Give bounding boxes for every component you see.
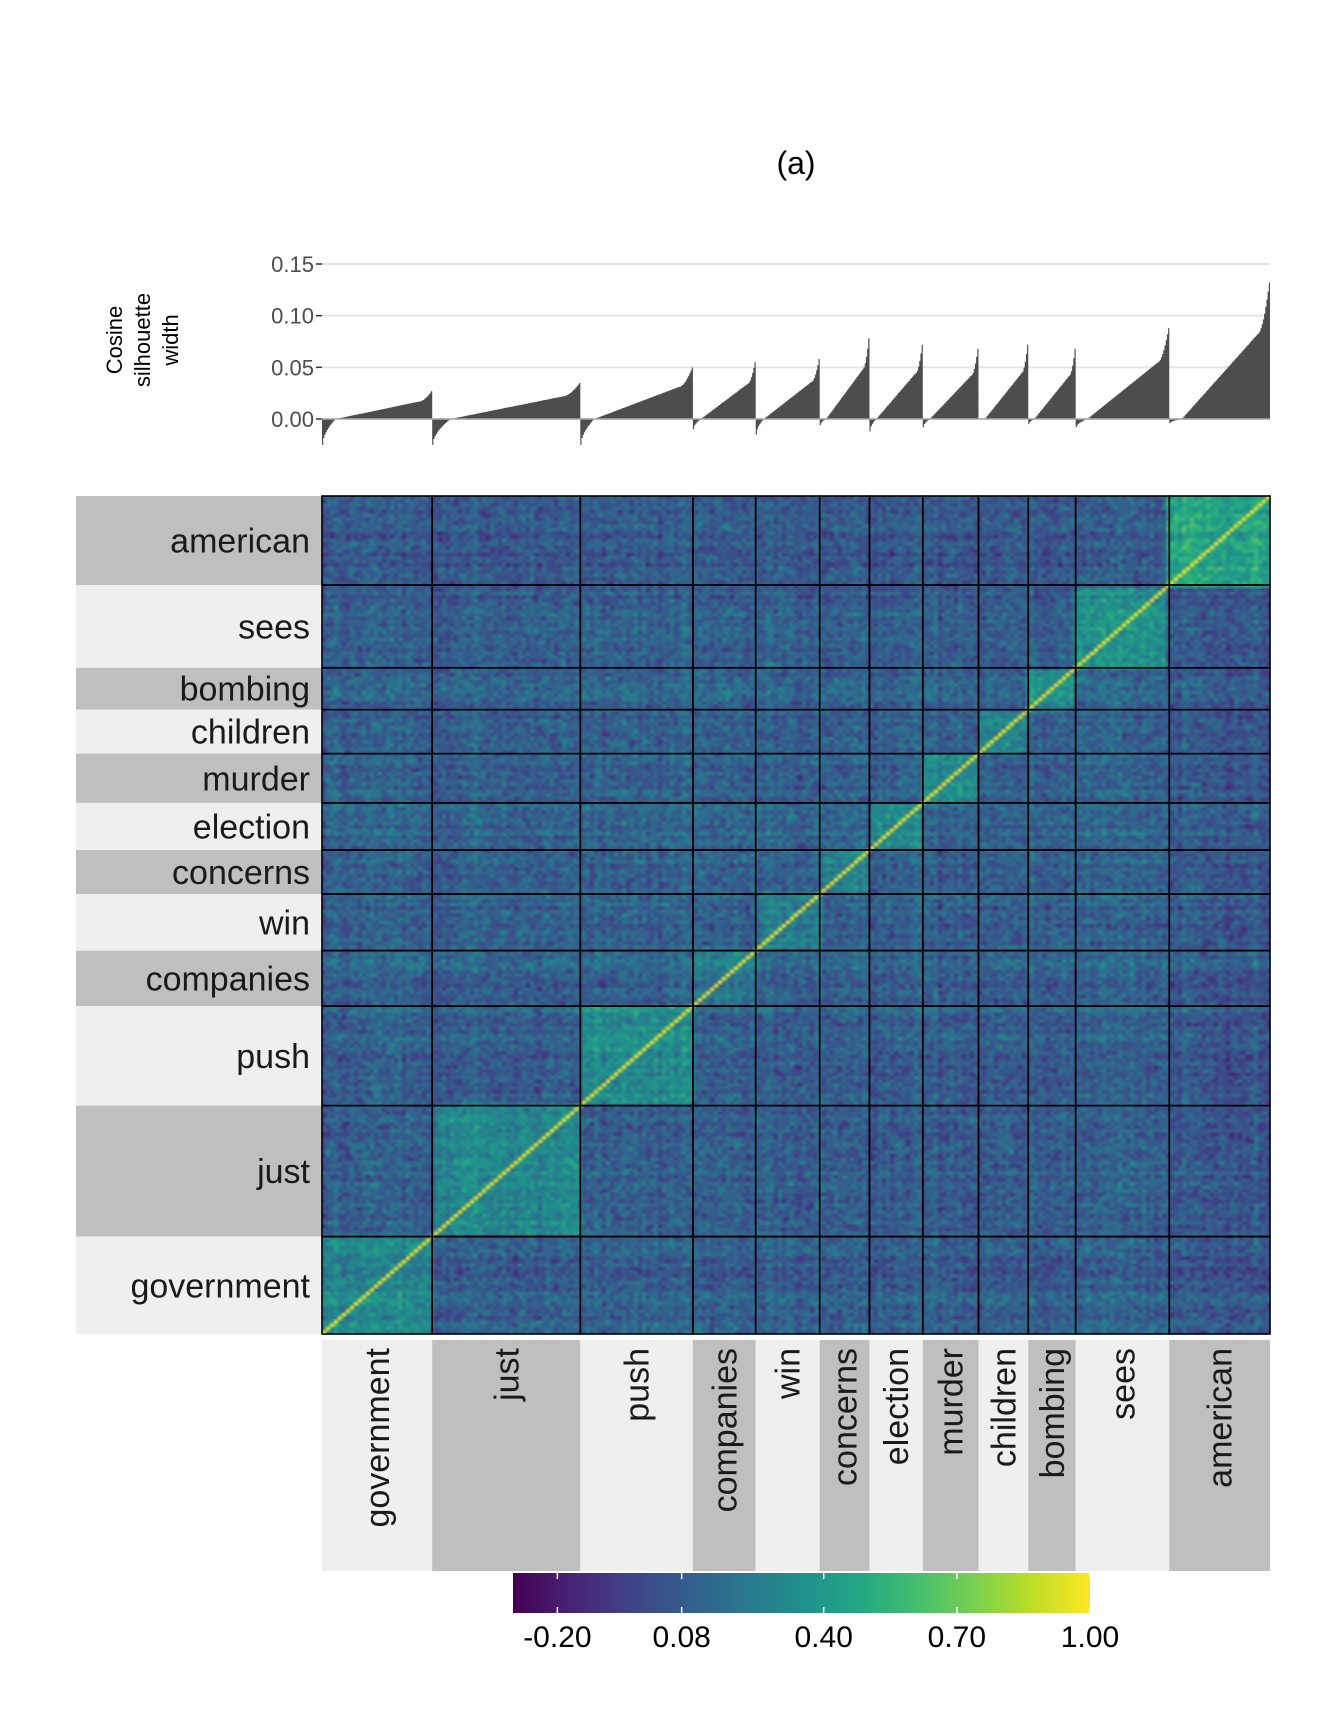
row-label-government: government: [130, 1267, 310, 1305]
silhouette-cluster-murder: [922, 348, 979, 428]
column-label-concerns: concerns: [827, 1348, 865, 1486]
colorbar-gradient: [513, 1573, 1090, 1613]
column-label-strip: [432, 1340, 581, 1571]
row-label-strip: [76, 1006, 322, 1106]
silhouette-bars: [978, 344, 1029, 419]
row-label-companies: companies: [146, 960, 310, 998]
row-label-strip: [76, 950, 322, 1007]
row-label-bombing: bombing: [180, 671, 310, 709]
silhouette-cluster-american: [1169, 282, 1270, 424]
column-label-strip: [755, 1340, 820, 1571]
row-label-push: push: [236, 1038, 310, 1076]
column-label-election: election: [878, 1348, 916, 1465]
chart-title: (a): [776, 145, 815, 181]
row-label-strip: [76, 894, 322, 951]
silhouette-cluster-children: [978, 344, 1029, 419]
heatmap-labels: american sees bombing children murder electio…: [76, 496, 1270, 1571]
silhouette-tick-label: 0.05: [271, 355, 314, 380]
column-label-push: push: [619, 1348, 657, 1422]
column-label-children: children: [985, 1348, 1023, 1467]
silhouette-bars: [922, 348, 979, 428]
column-label-companies: companies: [706, 1348, 744, 1512]
column-label-strip: [978, 1340, 1029, 1571]
silhouette-cluster-bombing: [1028, 348, 1076, 425]
silhouette-panel: 0.00 0.05 0.10 0.15 Cosine silhouette width: [102, 252, 1270, 445]
silhouette-cluster-just: [432, 382, 581, 445]
row-label-strip: [76, 1236, 322, 1334]
silhouette-bars: [580, 367, 693, 445]
row-label-sees: sees: [238, 608, 310, 646]
column-label-strip: [869, 1340, 923, 1571]
column-label-strip: [322, 1340, 433, 1571]
row-label-just: just: [256, 1153, 310, 1191]
row-label-election: election: [193, 808, 310, 846]
silhouette-cluster-sees: [1075, 328, 1170, 428]
silhouette-bars: [432, 382, 581, 445]
cluster-block-borders: [321, 495, 1271, 1335]
silhouette-cluster-election: [869, 344, 923, 432]
silhouette-cluster-push: [580, 367, 693, 445]
row-label-murder: murder: [202, 760, 310, 798]
silhouette-bars: [1028, 348, 1076, 425]
row-label-children: children: [191, 714, 310, 752]
colorbar-tick-label: 0.08: [652, 1621, 710, 1654]
colorbar-tick-label: 0.40: [794, 1621, 852, 1654]
column-label-government: government: [359, 1347, 397, 1527]
silhouette-bars: [1075, 328, 1170, 428]
similarity-heatmap: [322, 496, 1270, 1334]
row-label-strip: [76, 1105, 322, 1237]
column-label-strip: [819, 1340, 870, 1571]
column-label-american: american: [1202, 1348, 1240, 1488]
column-label-murder: murder: [933, 1348, 971, 1456]
colorbar-tick-label: 1.00: [1061, 1621, 1119, 1654]
silhouette-bars: [1169, 282, 1270, 424]
cluster-block: [1168, 495, 1271, 586]
colorbar-tick-label: 0.70: [928, 1621, 986, 1654]
colorbar: -0.20 0.08 0.40 0.70 1.00: [513, 1573, 1119, 1654]
row-label-strip: [76, 496, 322, 586]
silhouette-cluster-concerns: [819, 338, 870, 426]
row-label-concerns: concerns: [172, 854, 310, 892]
column-label-sees: sees: [1105, 1348, 1143, 1420]
column-label-bombing: bombing: [1034, 1348, 1072, 1478]
row-label-strip: [76, 802, 322, 851]
silhouette-bars: [819, 338, 870, 426]
column-label-strip: [692, 1340, 756, 1571]
silhouette-cluster-government: [322, 391, 433, 445]
silhouette-tick-label: 0.15: [271, 252, 314, 277]
silhouette-bars: [755, 359, 820, 435]
column-label-strip: [922, 1340, 979, 1571]
silhouette-bars: [869, 344, 923, 432]
column-label-strip: [1169, 1340, 1270, 1571]
silhouette-tick-label: 0.00: [271, 407, 314, 432]
silhouette-cluster-companies: [692, 362, 756, 430]
row-label-strip: [76, 753, 322, 803]
column-label-strip: [1075, 1340, 1170, 1571]
silhouette-cluster-win: [755, 359, 820, 435]
column-label-strip: [1028, 1340, 1076, 1571]
row-label-win: win: [258, 904, 310, 942]
column-label-win: win: [770, 1348, 808, 1400]
column-label-strip: [580, 1340, 693, 1571]
silhouette-axis-label: Cosine silhouette width: [102, 293, 183, 387]
row-label-strip: [76, 850, 322, 895]
column-label-just: just: [488, 1347, 526, 1401]
row-label-strip: [76, 667, 322, 710]
silhouette-bars: [322, 391, 433, 445]
silhouette-bars: [692, 362, 756, 430]
row-label-american: american: [170, 523, 310, 561]
colorbar-tick-label: -0.20: [523, 1621, 591, 1654]
row-label-strip: [76, 709, 322, 754]
silhouette-tick-label: 0.10: [271, 304, 314, 329]
row-label-strip: [76, 585, 322, 668]
